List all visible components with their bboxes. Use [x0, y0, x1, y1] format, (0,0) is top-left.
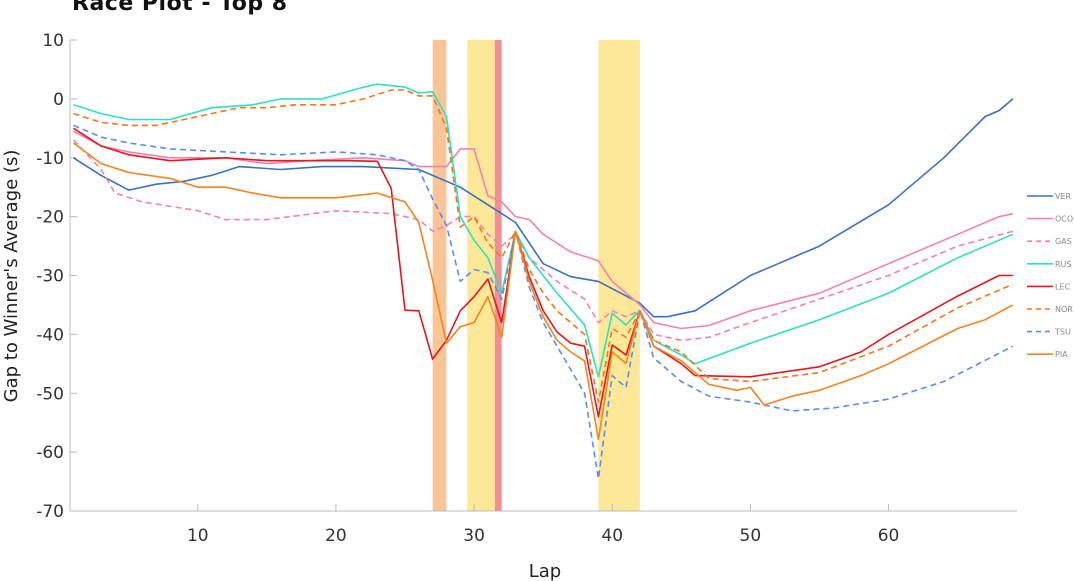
legend: VER OCO GAS RUS LEC NOR TSU PIA [1027, 192, 1073, 359]
x-tick-label: 20 [325, 526, 347, 546]
x-tick-label: 60 [878, 526, 900, 546]
series-line-ver [73, 98, 1014, 318]
y-tick-label: -40 [36, 325, 64, 345]
axes: 10 0 -10 -20 -30 -40 -50 -60 -70 10 20 30 40 50 60 [36, 31, 1017, 546]
x-tick-label: 40 [601, 526, 623, 546]
legend-label-lec: LEC [1055, 282, 1071, 291]
x-axis-label: Lap [529, 561, 561, 581]
series-line-pia [73, 142, 1014, 440]
legend-label-ver: VER [1055, 192, 1072, 201]
y-tick-label: 10 [42, 31, 64, 51]
legend-label-oco: OCO [1055, 215, 1073, 224]
shaded-region [598, 40, 640, 511]
legend-label-gas: GAS [1055, 237, 1072, 246]
shaded-regions [432, 40, 640, 511]
legend-label-pia: PIA [1055, 350, 1068, 359]
y-tick-label: -50 [36, 384, 64, 404]
series-line-tsu [73, 124, 1014, 480]
series-lines [72, 83, 1014, 480]
y-tick-label: 0 [53, 90, 64, 110]
y-tick-label: -20 [36, 208, 64, 228]
y-tick-label: -10 [36, 149, 64, 169]
series-line-nor [73, 89, 1014, 403]
shaded-region [494, 40, 502, 511]
series-line-lec [73, 127, 1013, 418]
y-tick-label: -70 [36, 502, 64, 522]
shaded-region [467, 40, 495, 511]
shaded-region [432, 40, 447, 511]
series-line-rus [73, 83, 1014, 378]
series-line-oco [73, 130, 1014, 330]
y-axis-label: Gap to Winner's Average (s) [1, 150, 22, 403]
legend-label-rus: RUS [1055, 260, 1072, 269]
x-tick-label: 30 [463, 526, 485, 546]
chart-title: Race Plot - Top 8 [72, 0, 288, 16]
x-tick-label: 50 [740, 526, 762, 546]
x-tick-label: 10 [187, 526, 209, 546]
legend-label-nor: NOR [1055, 305, 1073, 314]
y-tick-label: -30 [36, 267, 64, 287]
y-tick-label: -60 [36, 443, 64, 463]
legend-label-tsu: TSU [1054, 328, 1071, 337]
